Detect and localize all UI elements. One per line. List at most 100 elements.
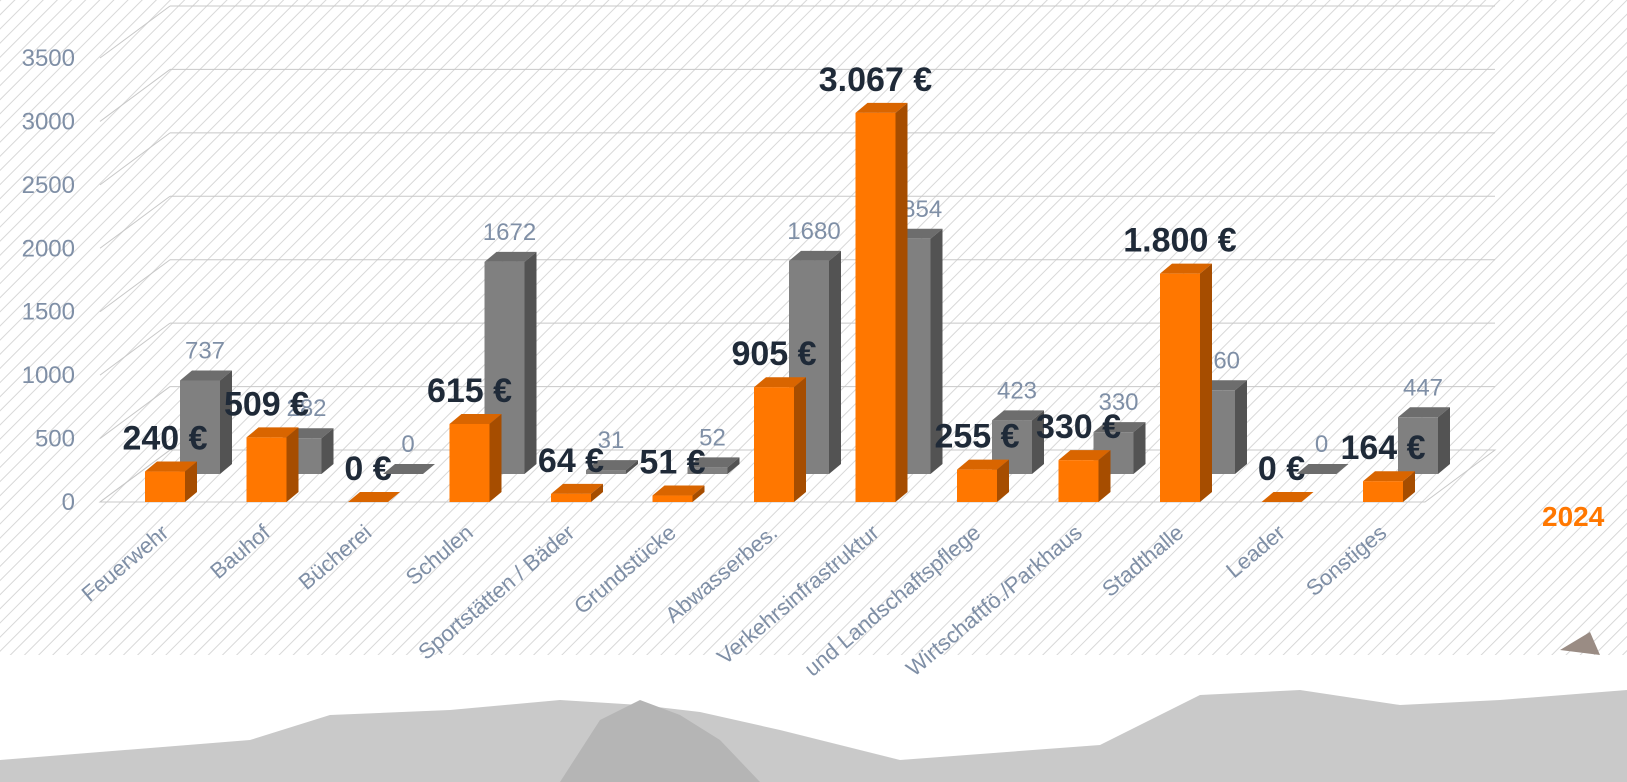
bar	[855, 102, 908, 503]
bar-side	[997, 459, 1009, 502]
bar-front	[652, 495, 693, 502]
value-label: 1680	[787, 218, 840, 245]
bar-side	[1200, 263, 1212, 502]
value-label: 1672	[483, 219, 536, 246]
bar	[1058, 450, 1111, 502]
bar	[652, 485, 705, 502]
bar	[1296, 464, 1349, 474]
bar-top	[957, 459, 1009, 470]
value-label: 737	[185, 338, 225, 365]
bar-side	[321, 428, 334, 474]
bar-top	[1093, 422, 1146, 433]
bar-top	[551, 483, 603, 494]
bar-top	[484, 251, 537, 262]
grid-line	[99, 69, 171, 122]
bar-top	[855, 102, 908, 113]
bar-side	[930, 228, 943, 474]
value-label: 447	[1403, 374, 1443, 401]
value-label: 330	[1098, 389, 1138, 416]
bar	[957, 459, 1009, 502]
bar-top	[348, 492, 400, 502]
bar-side	[1032, 410, 1044, 474]
bar-top	[1261, 492, 1314, 502]
value-label: 905 €	[731, 335, 816, 373]
bar-front	[551, 493, 591, 502]
bar-front	[145, 471, 185, 502]
bar	[754, 377, 806, 502]
bar-side	[727, 457, 740, 474]
bar	[551, 483, 603, 502]
bar-front	[687, 467, 728, 474]
bar-top	[180, 370, 232, 381]
bar	[383, 464, 435, 474]
grid-line	[99, 322, 171, 376]
bar-side	[692, 485, 705, 502]
value-label: 52	[699, 424, 726, 451]
bar	[1261, 492, 1314, 502]
bar-top	[1296, 464, 1349, 474]
bar-side	[1438, 407, 1450, 474]
bar-front	[855, 112, 896, 503]
bar-front	[1398, 417, 1438, 474]
y-tick-label: 500	[35, 426, 75, 453]
grid-line	[99, 5, 171, 59]
corner-mark	[1560, 632, 1600, 655]
y-tick-label: 2500	[22, 172, 75, 199]
bar	[246, 427, 299, 502]
bar	[789, 250, 841, 474]
bar-front	[1160, 273, 1200, 502]
bar-top	[1398, 407, 1450, 418]
bar-top	[383, 464, 435, 474]
grid-line	[99, 259, 171, 313]
bar-top	[754, 377, 806, 388]
value-label: 0	[401, 431, 414, 458]
bar-top	[1160, 263, 1212, 274]
y-tick-label: 0	[62, 489, 75, 516]
value-label: 423	[997, 377, 1037, 404]
bar	[449, 413, 502, 502]
bar-side	[626, 460, 638, 474]
grid-line	[99, 386, 171, 439]
value-label: 282	[286, 395, 326, 422]
bar	[1093, 422, 1146, 474]
bar-side	[524, 251, 537, 474]
value-label: 1.800 €	[1123, 222, 1237, 260]
value-label: 164 €	[1340, 429, 1425, 467]
value-label: 0 €	[344, 450, 391, 488]
landscape	[0, 632, 1627, 782]
bar-top	[992, 410, 1044, 421]
value-label: 64 €	[538, 442, 604, 480]
bar-side	[220, 370, 232, 474]
bar	[586, 460, 638, 474]
bar-top	[1058, 450, 1111, 461]
y-tick-label: 3500	[22, 45, 75, 72]
grid-line	[99, 195, 171, 249]
bar-front	[586, 470, 626, 474]
bar-top	[586, 460, 638, 471]
value-label: 31	[598, 427, 625, 454]
y-tick-label: 3000	[22, 108, 75, 135]
y-tick-label: 1500	[22, 299, 75, 326]
bar	[180, 370, 232, 474]
value-label: 0	[1315, 431, 1328, 458]
value-label: 51 €	[639, 444, 705, 482]
bar-side	[286, 427, 299, 502]
bar	[1398, 407, 1450, 474]
bar-top	[789, 250, 841, 261]
value-label: 255 €	[934, 418, 1019, 456]
bar-front	[1058, 460, 1099, 502]
bar-side	[489, 413, 502, 502]
bar	[145, 461, 197, 502]
value-label: 240 €	[122, 420, 207, 458]
bar-side	[829, 250, 841, 474]
bar	[687, 457, 740, 474]
bar-top	[687, 457, 740, 468]
bar-side	[591, 483, 603, 502]
value-label: 615 €	[427, 372, 512, 410]
bar-side	[1098, 450, 1111, 502]
bar-side	[1235, 380, 1247, 474]
bar	[348, 492, 400, 502]
bar-top	[449, 413, 502, 424]
grid-line	[99, 449, 171, 503]
